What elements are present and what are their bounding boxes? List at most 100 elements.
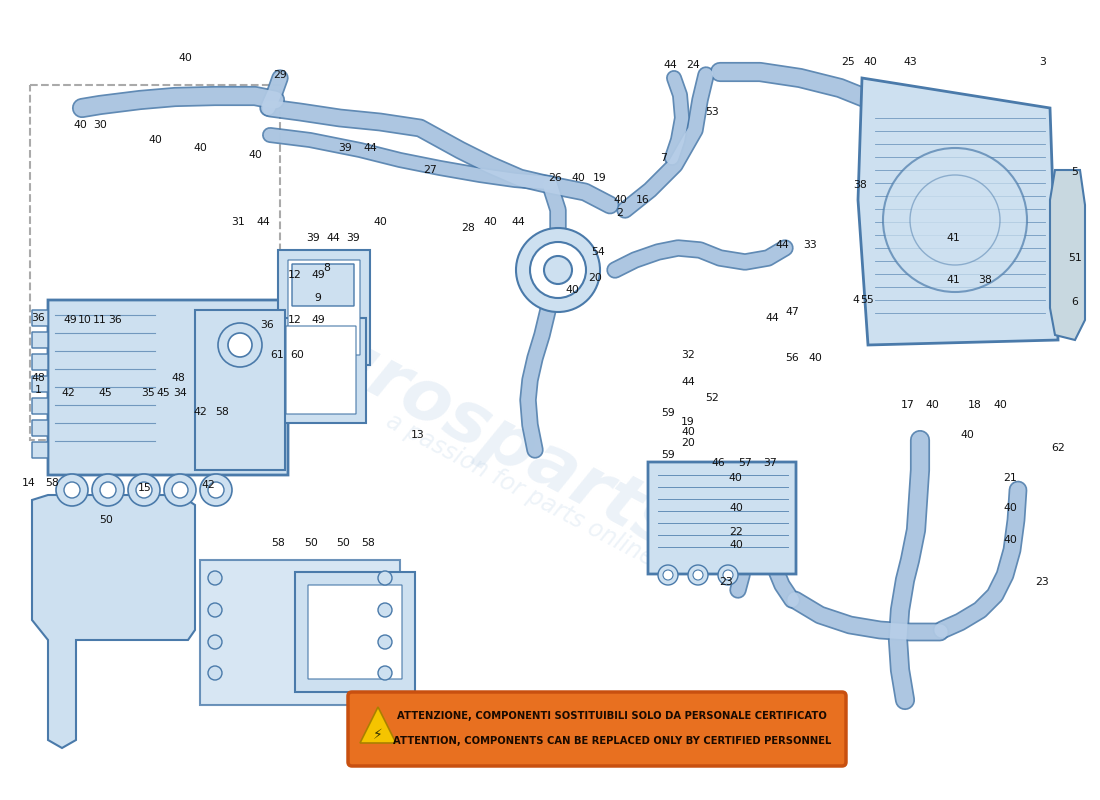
Text: 11: 11 [94, 315, 107, 325]
Circle shape [208, 666, 222, 680]
Text: 40: 40 [925, 400, 939, 410]
Text: 21: 21 [1003, 473, 1016, 483]
Text: 40: 40 [729, 503, 743, 513]
Text: 48: 48 [172, 373, 185, 383]
Polygon shape [858, 78, 1058, 345]
Text: 59: 59 [661, 408, 675, 418]
Text: 58: 58 [271, 538, 285, 548]
FancyBboxPatch shape [288, 260, 360, 355]
Text: 40: 40 [148, 135, 162, 145]
FancyBboxPatch shape [200, 560, 400, 705]
Text: 40: 40 [960, 430, 974, 440]
Text: 19: 19 [593, 173, 607, 183]
Polygon shape [360, 707, 396, 743]
Text: 40: 40 [681, 427, 695, 437]
Text: 61: 61 [271, 350, 284, 360]
Text: 40: 40 [729, 540, 743, 550]
Text: 44: 44 [256, 217, 270, 227]
Text: 40: 40 [1003, 535, 1016, 545]
Text: 22: 22 [729, 527, 743, 537]
Circle shape [56, 474, 88, 506]
FancyBboxPatch shape [32, 354, 48, 370]
Text: 50: 50 [304, 538, 318, 548]
Text: 15: 15 [139, 483, 152, 493]
Text: 29: 29 [273, 70, 287, 80]
Polygon shape [1050, 170, 1085, 340]
Text: 28: 28 [461, 223, 475, 233]
Text: ATTENTION, COMPONENTS CAN BE REPLACED ONLY BY CERTIFIED PERSONNEL: ATTENTION, COMPONENTS CAN BE REPLACED ON… [393, 736, 832, 746]
Text: 3: 3 [1040, 57, 1046, 67]
Text: 48: 48 [31, 373, 45, 383]
FancyBboxPatch shape [648, 462, 796, 574]
Text: 50: 50 [337, 538, 350, 548]
FancyBboxPatch shape [278, 318, 366, 423]
Text: 12: 12 [288, 270, 301, 280]
FancyBboxPatch shape [292, 264, 354, 306]
FancyBboxPatch shape [195, 310, 285, 470]
Text: 40: 40 [993, 400, 1007, 410]
Text: 45: 45 [156, 388, 169, 398]
Circle shape [663, 570, 673, 580]
Text: 39: 39 [346, 233, 360, 243]
FancyBboxPatch shape [278, 250, 370, 365]
Text: 45: 45 [98, 388, 112, 398]
Text: 44: 44 [776, 240, 789, 250]
Text: 9: 9 [315, 293, 321, 303]
Circle shape [378, 666, 392, 680]
Text: 8: 8 [323, 263, 330, 273]
Text: 52: 52 [705, 393, 719, 403]
Circle shape [718, 565, 738, 585]
Text: 40: 40 [178, 53, 191, 63]
Circle shape [218, 323, 262, 367]
Text: 40: 40 [808, 353, 822, 363]
Text: 18: 18 [968, 400, 982, 410]
Text: 40: 40 [483, 217, 497, 227]
Text: 44: 44 [363, 143, 377, 153]
Circle shape [378, 571, 392, 585]
Text: 59: 59 [661, 450, 675, 460]
FancyBboxPatch shape [48, 300, 288, 475]
Text: 41: 41 [946, 275, 960, 285]
Text: 25: 25 [842, 57, 855, 67]
Text: 7: 7 [661, 153, 668, 163]
Text: 40: 40 [571, 173, 585, 183]
FancyBboxPatch shape [308, 585, 402, 679]
Text: 31: 31 [231, 217, 245, 227]
Text: 53: 53 [705, 107, 719, 117]
Text: 40: 40 [73, 120, 87, 130]
Text: 26: 26 [548, 173, 562, 183]
Text: 40: 40 [565, 285, 579, 295]
Text: 35: 35 [141, 388, 155, 398]
Text: 20: 20 [588, 273, 602, 283]
Circle shape [544, 256, 572, 284]
Circle shape [658, 565, 678, 585]
Text: 40: 40 [728, 473, 741, 483]
Circle shape [128, 474, 160, 506]
Text: 13: 13 [411, 430, 425, 440]
Text: 58: 58 [45, 478, 59, 488]
Circle shape [723, 570, 733, 580]
FancyBboxPatch shape [32, 310, 48, 326]
Text: 23: 23 [1035, 577, 1049, 587]
Circle shape [516, 228, 600, 312]
FancyBboxPatch shape [32, 376, 48, 392]
Circle shape [208, 603, 222, 617]
Circle shape [910, 175, 1000, 265]
FancyBboxPatch shape [32, 332, 48, 348]
Circle shape [164, 474, 196, 506]
Text: 24: 24 [686, 60, 700, 70]
Text: eurosparts: eurosparts [268, 296, 692, 564]
Circle shape [693, 570, 703, 580]
Text: 55: 55 [860, 295, 873, 305]
Circle shape [208, 635, 222, 649]
Text: 41: 41 [946, 233, 960, 243]
Circle shape [136, 482, 152, 498]
FancyBboxPatch shape [32, 420, 48, 436]
Text: 42: 42 [194, 407, 207, 417]
FancyBboxPatch shape [286, 326, 356, 414]
Circle shape [64, 482, 80, 498]
Text: 39: 39 [338, 143, 352, 153]
Text: 38: 38 [978, 275, 992, 285]
Circle shape [92, 474, 124, 506]
Text: 46: 46 [711, 458, 725, 468]
